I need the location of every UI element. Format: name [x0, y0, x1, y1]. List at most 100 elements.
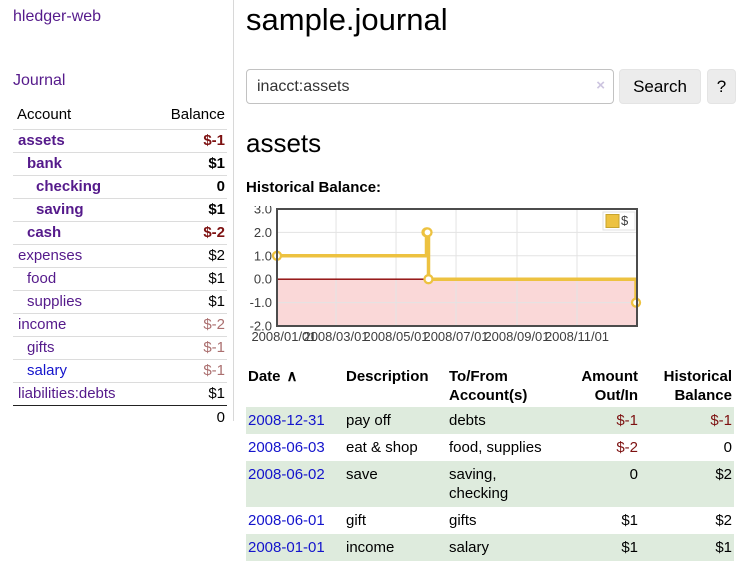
- chart-title: Historical Balance:: [246, 179, 382, 196]
- register-table-body: 2008-12-31 pay off debts $-1 $-1 2008-06-03 ea…: [246, 407, 734, 561]
- transaction-date-link[interactable]: 2008-06-03: [248, 439, 325, 456]
- accounts-table-header: Account Balance: [13, 102, 227, 130]
- accounts-total-row: 0: [13, 405, 227, 429]
- brand-link[interactable]: hledger-web: [13, 8, 102, 25]
- legend-swatch: [605, 214, 620, 228]
- help-button[interactable]: ?: [707, 69, 736, 104]
- transaction-balance: $-1: [710, 412, 732, 429]
- search-button[interactable]: Search: [619, 69, 701, 104]
- sidebar: hledger-web Journal Account Balance asse…: [0, 0, 234, 429]
- transaction-balance: $2: [715, 512, 732, 529]
- transaction-balance: $2: [715, 466, 732, 483]
- sidebar-account-food[interactable]: food: [27, 270, 57, 287]
- clear-search-icon[interactable]: ×: [596, 77, 605, 94]
- account-balance-income: $-2: [148, 313, 227, 337]
- search-box: ×: [246, 69, 614, 104]
- y-axis-tick-label: 2.0: [254, 225, 272, 240]
- account-row-expenses: expenses $2: [13, 244, 227, 268]
- account-row-cash: cash $-2: [13, 221, 227, 245]
- account-balance-expenses: $2: [148, 244, 227, 268]
- transaction-description: income: [346, 539, 395, 556]
- account-balance-assets: $-1: [148, 129, 227, 153]
- sidebar-account-gifts[interactable]: gifts: [27, 339, 55, 356]
- sidebar-account-assets[interactable]: assets: [18, 132, 65, 149]
- transaction-accounts: gifts: [449, 512, 477, 529]
- search-bar: × Search ?: [246, 69, 736, 104]
- sidebar-account-liabilities:debts[interactable]: liabilities:debts: [18, 385, 116, 402]
- transaction-amount: $-2: [616, 439, 638, 456]
- data-point-marker: [423, 274, 434, 285]
- register-header-description: Description: [346, 368, 429, 385]
- transaction-amount: $-1: [616, 412, 638, 429]
- sidebar-account-income[interactable]: income: [18, 316, 67, 333]
- y-axis-tick-label: 3.0: [254, 206, 272, 217]
- transaction-date-link[interactable]: 2008-01-01: [248, 539, 325, 556]
- register-header-accounts: To/From Account(s): [449, 368, 528, 404]
- transaction-accounts: saving, checking: [449, 466, 509, 502]
- transaction-amount: $1: [621, 512, 638, 529]
- register-header-date[interactable]: Date ∧: [248, 368, 298, 385]
- account-row-assets: assets $-1: [13, 129, 227, 153]
- x-axis-tick-label: 2008/11/01: [545, 329, 609, 344]
- account-balance-food: $1: [148, 267, 227, 291]
- sidebar-account-bank[interactable]: bank: [27, 155, 63, 172]
- account-row-supplies: supplies $1: [13, 290, 227, 314]
- account-balance-checking: 0: [148, 175, 227, 199]
- accounts-header-balance: Balance: [170, 106, 225, 123]
- account-balance-supplies: $1: [148, 290, 227, 314]
- x-axis-tick-label: 2008/07/01: [423, 329, 488, 344]
- transaction-accounts: food, supplies: [449, 439, 542, 456]
- transaction-date-link[interactable]: 2008-06-02: [248, 466, 325, 483]
- transaction-balance: $1: [715, 539, 732, 556]
- x-axis-tick-label: 2008/05/01: [363, 329, 428, 344]
- y-axis-tick-label: -1.0: [250, 295, 272, 310]
- register-header-row: Date ∧ Description To/From Account(s) Amo…: [246, 365, 734, 407]
- x-axis-tick-label: 2008/01/01: [251, 329, 316, 344]
- transaction-balance: 0: [723, 439, 732, 456]
- sidebar-item-journal[interactable]: Journal: [13, 72, 66, 89]
- sidebar-account-cash[interactable]: cash: [27, 224, 62, 241]
- account-row-liabilities:debts: liabilities:debts $1: [13, 382, 227, 406]
- accounts-table-body: assets $-1 bank $1 checking 0 saving $1 cash $-2 e…: [13, 129, 227, 406]
- account-row-saving: saving $1: [13, 198, 227, 222]
- account-heading: assets: [246, 128, 322, 158]
- register-table: Date ∧ Description To/From Account(s) Amo…: [246, 365, 734, 561]
- account-row-income: income $-2: [13, 313, 227, 337]
- transaction-date-link[interactable]: 2008-12-31: [248, 412, 325, 429]
- transaction-amount: $1: [621, 539, 638, 556]
- account-balance-cash: $-2: [148, 221, 227, 245]
- x-axis-tick-label: 2008/03/01: [303, 329, 368, 344]
- register-row: 2008-06-03 eat & shop food, supplies $-2 0: [246, 434, 734, 461]
- search-input[interactable]: [246, 69, 614, 104]
- sidebar-account-expenses[interactable]: expenses: [18, 247, 83, 264]
- register-row: 2008-01-01 income salary $1 $1: [246, 534, 734, 561]
- data-point-marker: [422, 227, 433, 238]
- account-row-salary: salary $-1: [13, 359, 227, 383]
- account-row-gifts: gifts $-1: [13, 336, 227, 360]
- y-axis-tick-label: 0.0: [254, 272, 272, 287]
- account-balance-liabilities:debts: $1: [148, 382, 227, 406]
- register-header-amount: Amount Out/In: [581, 368, 638, 404]
- account-row-checking: checking 0: [13, 175, 227, 199]
- account-balance-salary: $-1: [148, 359, 227, 383]
- page-title: sample.journal: [246, 2, 448, 37]
- transaction-date-link[interactable]: 2008-06-01: [248, 512, 325, 529]
- transaction-description: save: [346, 466, 378, 483]
- sidebar-account-supplies[interactable]: supplies: [27, 293, 83, 310]
- x-axis-tick-label: 2008/09/01: [484, 329, 549, 344]
- transaction-description: eat & shop: [346, 439, 418, 456]
- sidebar-account-checking[interactable]: checking: [36, 178, 102, 195]
- transaction-accounts: salary: [449, 539, 490, 556]
- legend-label: $: [621, 213, 629, 228]
- account-balance-gifts: $-1: [148, 336, 227, 360]
- sort-ascending-icon: ∧: [286, 368, 298, 385]
- account-balance-bank: $1: [148, 152, 227, 176]
- register-header-balance: Historical Balance: [663, 368, 732, 404]
- sidebar-account-salary[interactable]: salary: [27, 362, 68, 379]
- account-row-food: food $1: [13, 267, 227, 291]
- y-axis-tick-label: 1.0: [254, 248, 272, 263]
- y-axis-tick-label: -2.0: [250, 319, 272, 334]
- register-row: 2008-06-02 save saving, checking 0 $2: [246, 461, 734, 507]
- sidebar-account-saving[interactable]: saving: [36, 201, 84, 218]
